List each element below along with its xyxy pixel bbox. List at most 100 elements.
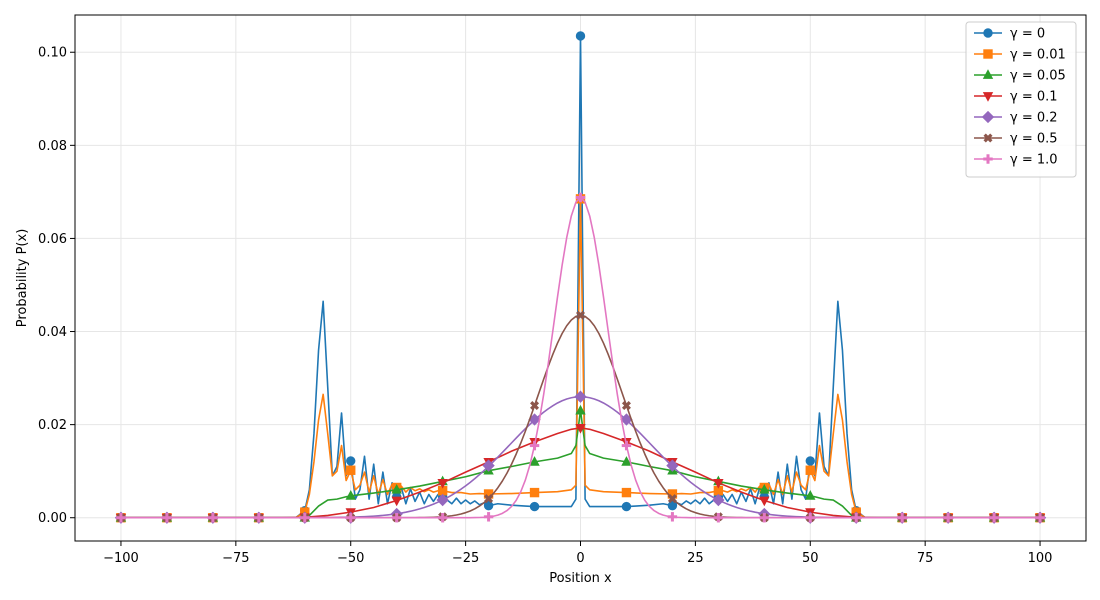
- data-point-6: [162, 512, 172, 523]
- data-point-4: [574, 390, 587, 403]
- data-point-6: [437, 512, 448, 523]
- data-point-5: [575, 310, 586, 320]
- data-point-6: [667, 512, 678, 522]
- data-point-6: [713, 512, 724, 523]
- data-point-6: [208, 512, 218, 523]
- data-point-6: [805, 512, 816, 523]
- data-point-6: [300, 512, 310, 523]
- data-point-2: [621, 456, 632, 466]
- legend-marker: [983, 133, 993, 143]
- y-tick-label: 0.04: [38, 325, 67, 340]
- ticks: −100 −75 −50 −25 0 25 50 75 100 0.00 0.02 0.04 0.06 0…: [38, 46, 1052, 566]
- legend-marker: [981, 110, 995, 124]
- data-point-0: [346, 456, 356, 466]
- legend-label: γ = 0.1: [1010, 90, 1058, 105]
- legend-marker-bar: [983, 133, 993, 143]
- data-point-0: [483, 500, 494, 511]
- data-point-6-bar: [165, 512, 169, 523]
- data-point-1: [529, 487, 540, 498]
- data-point-1: [805, 465, 815, 475]
- series-6: [116, 192, 1045, 523]
- data-point-6-bar: [716, 512, 720, 523]
- y-axis-label: Probability P(x): [15, 229, 30, 328]
- data-point-6: [851, 512, 861, 523]
- legend-label: γ = 0.5: [1010, 132, 1058, 147]
- data-point-0: [805, 456, 815, 466]
- data-point-6: [943, 512, 953, 523]
- data-point-6-bar: [900, 512, 904, 523]
- x-tick-label: −25: [452, 551, 479, 566]
- data-point-6: [254, 512, 264, 523]
- data-point-6: [345, 512, 356, 523]
- data-point-1: [621, 487, 632, 498]
- legend-label: γ = 1.0: [1010, 153, 1058, 168]
- data-point-6-bar: [854, 512, 858, 523]
- x-tick-label: 25: [687, 551, 704, 566]
- data-point-6: [391, 512, 402, 523]
- data-point-5: [667, 494, 677, 504]
- data-point-6-bar: [303, 512, 307, 523]
- data-point-5: [484, 494, 494, 504]
- y-tick-label: 0.08: [38, 139, 67, 154]
- data-point-6-bar: [624, 440, 628, 451]
- legend-marker: [983, 28, 993, 38]
- data-point-5-bar: [667, 494, 677, 504]
- data-point-4: [712, 493, 725, 507]
- x-tick-label: −100: [103, 551, 139, 566]
- x-tick-label: −75: [222, 551, 249, 566]
- data-point-2: [759, 484, 770, 494]
- legend-marker-bar: [986, 154, 990, 164]
- data-point-6: [621, 440, 632, 451]
- data-point-6-bar: [808, 512, 812, 523]
- data-point-5-bar: [575, 310, 586, 320]
- data-point-5-bar: [621, 401, 631, 411]
- data-point-0: [529, 501, 540, 512]
- data-point-6: [989, 512, 999, 523]
- x-tick-label: 0: [576, 551, 584, 566]
- legend-label: γ = 0.01: [1010, 48, 1066, 63]
- data-point-4: [436, 493, 449, 507]
- data-point-6-bar: [946, 512, 950, 523]
- legend: γ = 0 γ = 0.01 γ = 0.05 γ = 0.1 γ = 0.2 γ = 0…: [965, 21, 1077, 178]
- data-point-3: [437, 478, 448, 489]
- x-tick-label: 50: [802, 551, 819, 566]
- data-point-4: [666, 459, 679, 472]
- data-point-6-bar: [211, 512, 215, 523]
- data-point-2: [529, 456, 540, 466]
- x-tick-label: −50: [337, 551, 364, 566]
- data-point-2: [575, 404, 586, 415]
- data-point-3: [713, 478, 724, 489]
- data-point-6-bar: [441, 512, 445, 523]
- y-tick-label: 0.10: [38, 46, 67, 61]
- data-point-2: [805, 490, 816, 500]
- legend-marker: [982, 92, 994, 102]
- y-tick-label: 0.06: [38, 232, 67, 247]
- y-tick-label: 0.02: [38, 418, 67, 433]
- legend-marker: [982, 69, 994, 79]
- data-point-6: [483, 512, 494, 522]
- data-point-6: [759, 512, 770, 523]
- data-point-6-bar: [119, 512, 123, 523]
- legend-marker: [983, 49, 993, 59]
- legend-label: γ = 0.05: [1010, 69, 1066, 84]
- data-point-6-bar: [487, 512, 491, 522]
- data-point-3: [391, 496, 402, 507]
- data-point-1: [346, 465, 356, 475]
- data-point-6: [1035, 512, 1045, 523]
- data-point-5-bar: [484, 494, 494, 504]
- data-point-6-bar: [395, 512, 399, 523]
- data-point-6-bar: [533, 440, 537, 451]
- data-point-6: [575, 192, 586, 203]
- data-point-0: [621, 501, 632, 512]
- data-point-6-bar: [1038, 512, 1042, 523]
- data-point-6: [529, 440, 540, 451]
- data-point-5-bar: [530, 401, 540, 411]
- series-layer: [114, 31, 1047, 524]
- data-point-2: [345, 490, 356, 500]
- data-point-5: [621, 401, 631, 411]
- data-point-4: [482, 459, 495, 472]
- legend-label: γ = 0: [1010, 27, 1045, 42]
- y-tick-label: 0.00: [38, 511, 67, 526]
